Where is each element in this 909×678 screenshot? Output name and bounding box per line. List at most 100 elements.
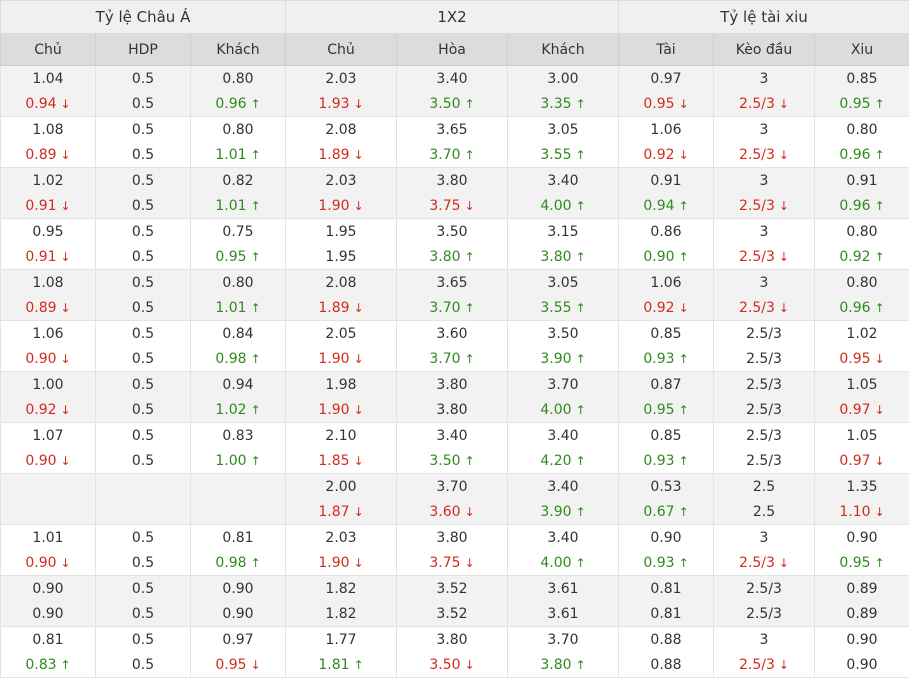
opening-odds: 3.40 [508,526,618,550]
current-odds: 0.5 [96,296,190,320]
opening-odds: 0.94 [191,373,285,397]
opening-odds: 1.98 [286,373,396,397]
current-odds-value: 1.87 [318,504,349,520]
opening-odds: 0.80 [191,67,285,91]
arrow-down-icon: ↓ [354,551,364,575]
arrow-up-icon: ↑ [251,398,261,422]
current-odds-value: 0.96 [215,96,246,112]
opening-odds: 0.85 [815,67,909,91]
opening-odds: 0.5 [96,169,190,193]
current-odds: 2.5/3↓ [714,653,814,677]
opening-odds: 1.06 [619,271,713,295]
arrow-down-icon: ↓ [251,653,261,677]
current-odds: 1.00↑ [191,449,285,473]
current-odds-value: 1.81 [318,657,349,673]
current-odds-value: 4.00 [540,198,571,214]
arrow-up-icon: ↑ [875,245,885,269]
current-odds-value: 0.5 [132,606,154,622]
current-odds: 2.5/3↓ [714,194,814,218]
current-odds-value: 1.90 [318,402,349,418]
current-odds: 0.5 [96,194,190,218]
opening-odds: 3 [714,220,814,244]
current-odds-value: 3.70 [429,147,460,163]
current-odds-value: 0.5 [132,453,154,469]
current-odds: 3.55↑ [508,143,618,167]
current-odds-value: 0.5 [132,657,154,673]
current-odds-value: 1.90 [318,351,349,367]
current-odds-value: 2.5/3 [739,300,775,316]
current-odds-value: 1.01 [215,147,246,163]
opening-odds: 0.5 [96,118,190,142]
current-odds-value: 3.80 [429,249,460,265]
arrow-up-icon: ↑ [465,245,475,269]
opening-odds: 3 [714,118,814,142]
arrow-down-icon: ↓ [354,500,364,524]
current-odds-value: 0.5 [132,555,154,571]
opening-odds: 0.5 [96,322,190,346]
current-odds-value: 0.94 [25,96,56,112]
current-odds: 0.95↓ [815,347,909,371]
opening-odds: 1.05 [815,373,909,397]
opening-odds: 3 [714,526,814,550]
current-odds: 0.92↓ [619,143,713,167]
current-odds-value: 0.95 [643,402,674,418]
arrow-up-icon: ↑ [354,653,364,677]
arrow-up-icon: ↑ [251,347,261,371]
arrow-up-icon: ↑ [465,143,475,167]
current-odds: 2.5/3↓ [714,296,814,320]
arrow-down-icon: ↓ [679,143,689,167]
current-odds-value: 2.5/3 [739,657,775,673]
opening-odds: 3.80 [397,628,507,652]
current-odds: 0.95↑ [815,551,909,575]
current-odds-value: 3.60 [429,504,460,520]
current-odds: 1.01↑ [191,296,285,320]
arrow-down-icon: ↓ [875,500,885,524]
current-odds: 0.95↑ [815,92,909,116]
opening-odds: 0.5 [96,373,190,397]
current-odds-value: 0.89 [25,147,56,163]
current-odds-value: 0.95 [215,657,246,673]
opening-odds: 1.08 [1,271,95,295]
opening-odds: 2.10 [286,424,396,448]
current-odds: 3.50↑ [397,92,507,116]
group-header-asian-handicap: Tỷ lệ Châu Á [1,1,286,34]
current-odds-value: 2.5/3 [739,555,775,571]
arrow-down-icon: ↓ [679,92,689,116]
current-odds-value: 0.92 [25,402,56,418]
opening-odds: 1.82 [286,577,396,601]
arrow-up-icon: ↑ [679,398,689,422]
arrow-down-icon: ↓ [61,143,71,167]
current-odds: 2.5 [714,500,814,524]
current-odds: 0.92↑ [815,245,909,269]
opening-odds: 0.84 [191,322,285,346]
col-header-1x2-draw: Hòa [397,34,508,66]
arrow-down-icon: ↓ [354,194,364,218]
